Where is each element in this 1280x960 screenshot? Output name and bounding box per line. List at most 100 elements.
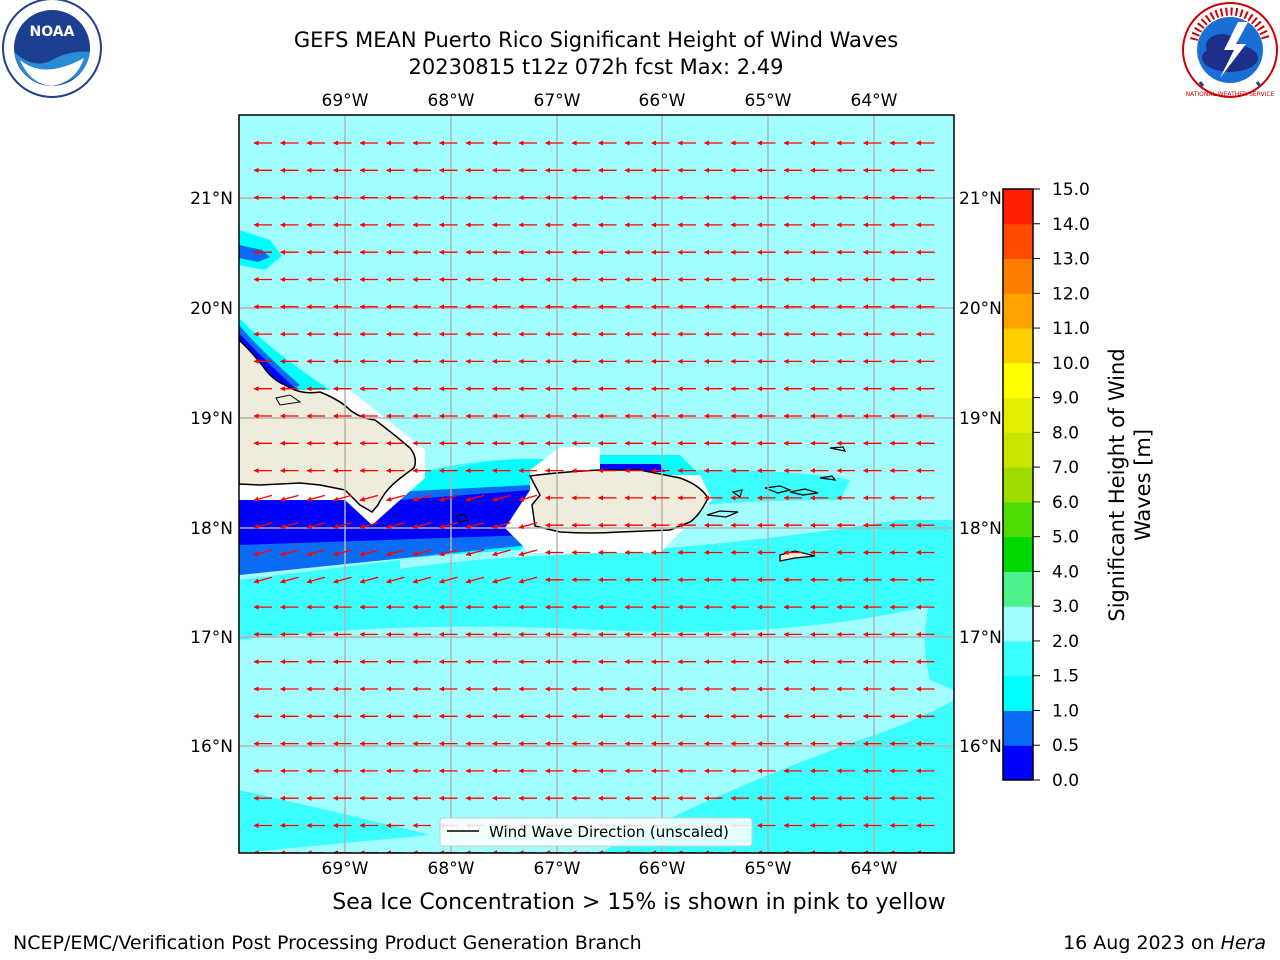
colorbar-segment [1003,467,1033,503]
colorbar-tick-label: 1.5 [1052,667,1079,687]
colorbar-segment [1003,536,1033,572]
legend-label: Wind Wave Direction (unscaled) [489,823,729,841]
lon-label-top: 64°W [851,91,898,111]
footer-left: NCEP/EMC/Verification Post Processing Pr… [13,932,642,954]
lat-label-right: 17°N [959,628,1002,648]
lon-label-bottom: 67°W [534,859,581,879]
colorbar-segment [1003,258,1033,294]
wave-direction-arrow [438,549,458,557]
lat-label-left: 17°N [190,628,233,648]
lon-label-top: 65°W [745,91,792,111]
wave-direction-arrow [465,576,485,584]
wave-direction-arrow [412,549,432,557]
wave-direction-arrow [359,522,379,529]
island-vieques [706,510,739,518]
colorbar-label: Significant Height of Wind Waves [m] [1105,348,1155,621]
lat-label-right: 21°N [959,189,1002,209]
wave-height-field [239,115,954,853]
wave-direction-arrow [412,522,432,529]
lon-label-bottom: 66°W [639,859,686,879]
colorbar-tick-label: 5.0 [1052,528,1079,548]
colorbar-tick-label: 15.0 [1052,180,1090,200]
footer-host: Hera [1220,932,1266,954]
colorbar-tick-label: 6.0 [1052,493,1079,513]
lon-label-top: 69°W [322,91,369,111]
colorbar-segment [1003,675,1033,711]
wave-direction-arrow [412,576,432,584]
wave-direction-arrow [332,549,352,557]
wave-direction-arrow [279,522,299,529]
map-title-line-1: GEFS MEAN Puerto Rico Significant Height… [293,28,899,52]
colorbar-label-line-2: Waves [m] [1131,429,1155,541]
colorbar-tick-label: 7.0 [1052,458,1079,478]
sea-ice-caption: Sea Ice Concentration > 15% is shown in … [332,890,946,915]
colorbar-segment [1003,223,1033,260]
wave-direction-arrow [359,576,379,584]
wave-direction-arrow [385,522,405,529]
wave-direction-arrow [465,522,485,529]
band-1.5-2m-sw [239,790,430,853]
wave-direction-arrow [253,549,273,557]
wave-direction-arrow [279,549,299,557]
wave-direction-arrow [518,494,538,502]
wave-direction-arrow [438,522,458,529]
colorbar-segment [1003,432,1033,468]
colorbar-segment [1003,362,1033,399]
wave-direction-arrow [306,549,326,557]
band-0-0.5m [239,490,530,545]
colorbar-frame [1002,188,1034,781]
band-0-0.5m-nw [239,333,295,393]
lat-label-left: 16°N [190,737,233,757]
colorbar-segment [1003,397,1033,433]
wave-direction-arrow [279,494,299,502]
colorbar-tick-label: 12.0 [1052,284,1090,304]
wave-direction-arrow [518,549,538,557]
colorbar-tick-label: 2.0 [1052,632,1079,652]
colorbar-tick-label: 14.0 [1052,215,1090,235]
colorbar-segment [1003,328,1033,364]
lon-label-bottom: 68°W [428,859,475,879]
colorbar-segment [1003,606,1033,642]
wave-direction-arrow [438,576,458,584]
wave-direction-arrow [385,494,405,502]
lat-label-right: 20°N [959,299,1002,319]
colorbar-tick-label: 11.0 [1052,319,1090,339]
wave-direction-arrow [385,549,405,557]
band-1.5-2m-west [239,560,400,610]
lon-label-top: 68°W [428,91,475,111]
wave-direction-arrow [253,522,273,529]
lon-label-bottom: 65°W [745,859,792,879]
lat-label-left: 18°N [190,519,233,539]
lat-labels-right: 21°N 20°N 19°N 18°N 17°N 16°N [959,189,1002,757]
colorbar [1003,189,1033,781]
wave-direction-arrow [491,494,511,502]
wave-direction-arrow [491,549,511,557]
wave-direction-arrow [465,494,485,502]
colorbar-tick-label: 10.0 [1052,354,1090,374]
colorbar-segment [1003,189,1033,225]
wave-direction-arrow [306,522,326,529]
small-islands [455,446,847,523]
colorbar-tick-label: 0.0 [1052,771,1079,791]
lat-label-left: 19°N [190,409,233,429]
wave-direction-arrow [359,494,379,502]
lat-label-left: 21°N [190,189,233,209]
band-1.5-2m-central [239,520,954,640]
colorbar-tick-label: 3.0 [1052,597,1079,617]
lat-label-left: 20°N [190,299,233,319]
lon-label-top: 66°W [639,91,686,111]
wave-direction-arrow [253,576,273,584]
colorbar-segment [1003,293,1033,329]
colorbar-tick-label: 0.5 [1052,736,1079,756]
band-0.5-1m-nw [239,325,300,392]
wind-wave-arrows [253,140,935,853]
graticule [239,115,954,853]
footer-right: 16 Aug 2023 on Hera [1063,932,1266,954]
wave-direction-arrow [306,576,326,584]
wave-direction-arrow [359,549,379,557]
wave-direction-arrow [253,494,273,502]
lat-label-right: 19°N [959,409,1002,429]
nws-logo: NATIONAL WEATHER SERVICE [1182,2,1278,98]
wave-direction-arrow [306,494,326,502]
footer-date: 16 Aug 2023 on [1063,932,1221,954]
